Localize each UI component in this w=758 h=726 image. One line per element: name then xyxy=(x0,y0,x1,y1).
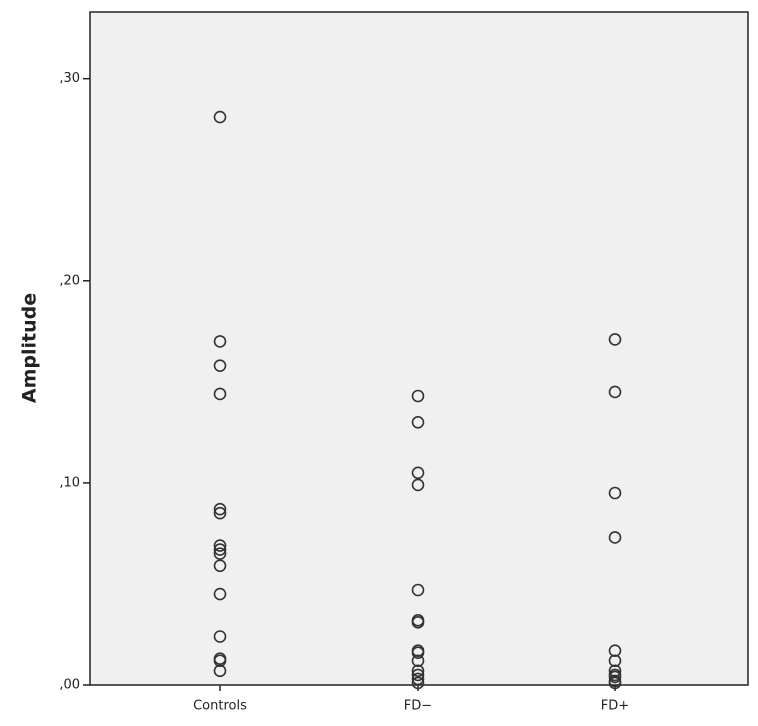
x-tick-label: FD+ xyxy=(601,699,629,714)
point xyxy=(411,672,425,686)
point xyxy=(608,486,622,500)
point xyxy=(411,664,425,678)
point xyxy=(213,654,227,668)
point xyxy=(411,415,425,429)
point xyxy=(411,616,425,629)
y-tick-label: ,10 xyxy=(59,475,80,490)
point xyxy=(411,583,425,597)
point xyxy=(213,630,227,643)
point xyxy=(213,664,227,678)
point xyxy=(213,387,227,401)
point xyxy=(411,668,425,682)
y-tick-label: ,20 xyxy=(59,273,80,288)
point xyxy=(608,385,622,399)
point xyxy=(608,654,622,668)
point xyxy=(411,466,425,480)
point xyxy=(608,333,622,346)
point xyxy=(213,359,227,372)
point xyxy=(213,539,227,552)
point xyxy=(213,547,227,560)
x-tick-label: FD− xyxy=(404,699,432,714)
point xyxy=(608,676,622,690)
y-tick-label: ,00 xyxy=(59,678,80,693)
point xyxy=(213,110,227,124)
point xyxy=(411,646,425,659)
point xyxy=(213,335,227,348)
point xyxy=(411,389,425,403)
point xyxy=(213,506,227,520)
point xyxy=(213,587,227,601)
plot-area xyxy=(89,11,749,686)
point xyxy=(213,559,227,573)
point xyxy=(608,664,622,678)
x-tick-label: Controls xyxy=(193,699,247,714)
point xyxy=(411,676,425,690)
y-tick-label: ,30 xyxy=(59,71,80,86)
point xyxy=(608,531,622,544)
point xyxy=(608,644,622,657)
point xyxy=(213,502,227,516)
y-axis-title: Amplitude xyxy=(19,293,41,403)
point xyxy=(608,670,622,684)
point xyxy=(213,543,227,556)
point xyxy=(411,654,425,668)
point xyxy=(411,478,425,492)
